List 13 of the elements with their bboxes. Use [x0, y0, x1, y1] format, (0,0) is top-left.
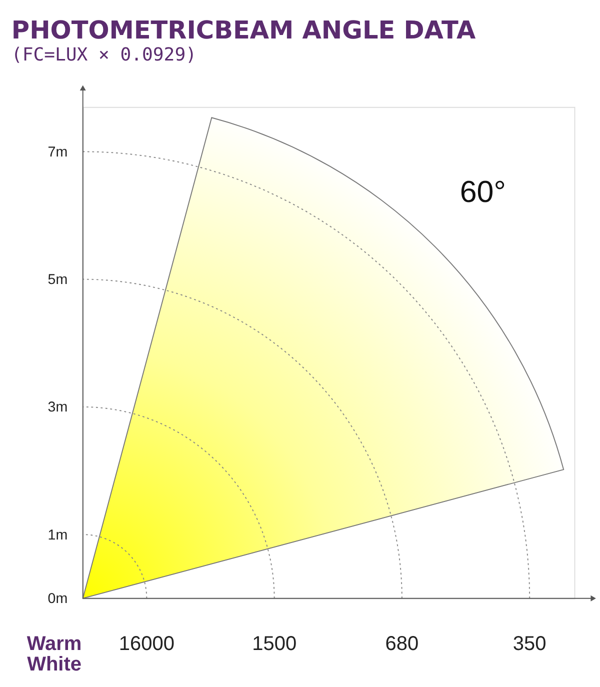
- text: 60°: [460, 175, 506, 210]
- text: (FC=LUX × 0.0929): [11, 44, 196, 66]
- data-label: 16000: [118, 632, 174, 655]
- text: Warm White: [26, 632, 82, 676]
- data-label: 680: [385, 632, 419, 655]
- category-label: 3m: [48, 400, 68, 416]
- data-label: 1500: [252, 632, 297, 655]
- data-label: 350: [512, 632, 546, 655]
- text: PHOTOMETRICBEAM ANGLE DATA: [11, 16, 476, 45]
- category-label: 5m: [48, 272, 68, 288]
- category-label: 7m: [48, 144, 68, 160]
- category-label: 1m: [48, 527, 68, 544]
- category-label: 0m: [48, 591, 68, 608]
